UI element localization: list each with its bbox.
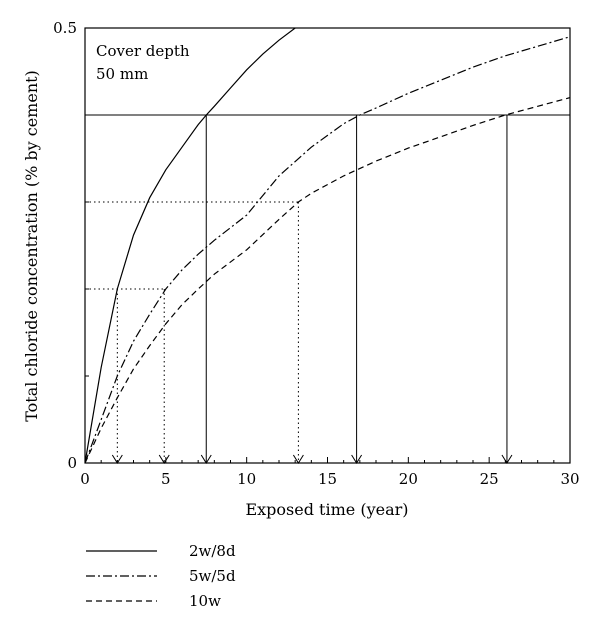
legend: 2w/8d 5w/5d 10w — [86, 542, 236, 610]
legend-label: 2w/8d — [189, 542, 236, 560]
legend-label: 10w — [189, 592, 221, 610]
annotation-line-1: Cover depth — [96, 42, 190, 60]
drop-arrow-head — [158, 454, 170, 464]
plot-area — [84, 27, 571, 464]
x-tick-label: 10 — [237, 470, 256, 488]
drop-arrow-head — [501, 454, 513, 464]
annotation-line-2: 50 mm — [96, 65, 148, 83]
series-line-10w — [85, 97, 570, 463]
drop-arrow-head — [111, 454, 123, 464]
y-tick-label: 0 — [67, 454, 77, 472]
y-tick-label: 0.5 — [53, 19, 77, 37]
x-tick-labels: 0 5 10 15 20 25 30 — [80, 470, 579, 488]
y-tick-labels: 00.5 — [53, 19, 77, 472]
x-tick-label: 20 — [399, 470, 418, 488]
x-tick-label: 25 — [480, 470, 499, 488]
drop-arrow-head — [200, 454, 212, 464]
drop-arrow-head — [292, 454, 304, 464]
legend-label: 5w/5d — [189, 567, 236, 585]
plot-frame — [84, 27, 571, 464]
series-line-2w-8d — [85, 28, 296, 463]
x-tick-label: 0 — [80, 470, 90, 488]
x-tick-label: 5 — [161, 470, 171, 488]
series-line-5w-5d — [85, 36, 570, 463]
y-axis-title: Total chloride concentration (% by cemen… — [22, 70, 41, 422]
drop-arrow-head — [351, 454, 363, 464]
x-tick-label: 30 — [560, 470, 579, 488]
x-tick-label: 15 — [318, 470, 337, 488]
x-axis-title: Exposed time (year) — [245, 500, 408, 519]
